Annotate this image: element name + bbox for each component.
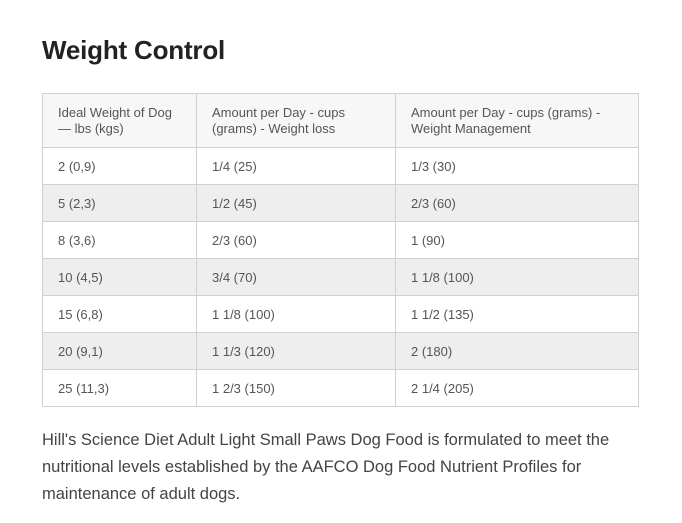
cell-weight-management: 1 1/2 (135) — [395, 295, 639, 333]
table-header-row: Ideal Weight of Dog — lbs (kgs) Amount p… — [42, 93, 639, 148]
header-weight-management: Amount per Day - cups (grams) - Weight M… — [395, 93, 639, 148]
cell-weight-loss: 1/4 (25) — [196, 147, 396, 185]
cell-ideal-weight: 20 (9,1) — [42, 332, 197, 370]
section-title: Weight Control — [42, 35, 226, 65]
table-row: 20 (9,1) 1 1/3 (120) 2 (180) — [42, 332, 639, 370]
cell-weight-management: 2 (180) — [395, 332, 639, 370]
cell-weight-loss: 1/2 (45) — [196, 184, 396, 222]
product-description: Hill's Science Diet Adult Light Small Pa… — [42, 431, 610, 503]
cell-ideal-weight: 5 (2,3) — [42, 184, 197, 222]
table-row: 25 (11,3) 1 2/3 (150) 2 1/4 (205) — [42, 369, 639, 407]
cell-weight-management: 2/3 (60) — [395, 184, 639, 222]
table-row: 8 (3,6) 2/3 (60) 1 (90) — [42, 221, 639, 259]
cell-ideal-weight: 15 (6,8) — [42, 295, 197, 333]
header-ideal-weight: Ideal Weight of Dog — lbs (kgs) — [42, 93, 197, 148]
feeding-table: Ideal Weight of Dog — lbs (kgs) Amount p… — [42, 93, 639, 407]
cell-weight-management: 1 1/8 (100) — [395, 258, 639, 296]
cell-weight-management: 1/3 (30) — [395, 147, 639, 185]
cell-ideal-weight: 25 (11,3) — [42, 369, 197, 407]
header-weight-loss: Amount per Day - cups (grams) - Weight l… — [196, 93, 396, 148]
cell-ideal-weight: 10 (4,5) — [42, 258, 197, 296]
table-row: 2 (0,9) 1/4 (25) 1/3 (30) — [42, 147, 639, 185]
cell-ideal-weight: 8 (3,6) — [42, 221, 197, 259]
cell-weight-loss: 1 1/8 (100) — [196, 295, 396, 333]
cell-weight-loss: 1 2/3 (150) — [196, 369, 396, 407]
cell-ideal-weight: 2 (0,9) — [42, 147, 197, 185]
table-row: 5 (2,3) 1/2 (45) 2/3 (60) — [42, 184, 639, 222]
cell-weight-loss: 3/4 (70) — [196, 258, 396, 296]
cell-weight-loss: 2/3 (60) — [196, 221, 396, 259]
cell-weight-management: 2 1/4 (205) — [395, 369, 639, 407]
cell-weight-management: 1 (90) — [395, 221, 639, 259]
table-row: 10 (4,5) 3/4 (70) 1 1/8 (100) — [42, 258, 639, 296]
cell-weight-loss: 1 1/3 (120) — [196, 332, 396, 370]
table-row: 15 (6,8) 1 1/8 (100) 1 1/2 (135) — [42, 295, 639, 333]
